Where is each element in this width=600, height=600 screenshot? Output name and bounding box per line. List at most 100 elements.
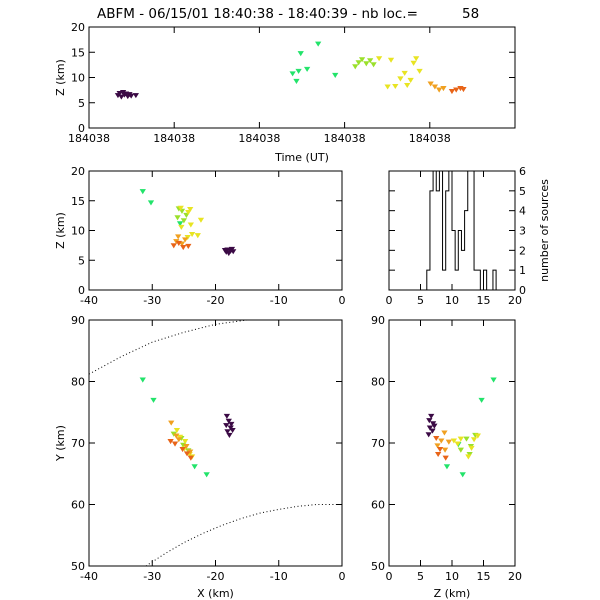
data-point	[150, 397, 157, 403]
data-point	[443, 464, 451, 470]
data-point	[407, 77, 414, 83]
data-point	[436, 447, 444, 453]
y-tick-label: 15	[71, 195, 85, 208]
data-point	[387, 57, 395, 63]
data-point	[228, 421, 235, 427]
data-point	[139, 189, 146, 195]
data-point	[401, 70, 408, 76]
data-point	[147, 200, 155, 206]
data-point	[441, 430, 448, 436]
data-point	[490, 377, 497, 383]
data-point	[457, 436, 464, 442]
y-tick-label: 4	[519, 205, 526, 218]
y-tick-label: 70	[71, 437, 85, 450]
y-tick-label: 90	[371, 314, 385, 327]
data-point	[440, 86, 447, 92]
data-point	[173, 433, 180, 439]
x-axis-label: Z (km)	[434, 587, 471, 600]
x-tick-label: 20	[508, 294, 522, 307]
data-point	[175, 234, 182, 240]
data-point	[185, 209, 192, 216]
histogram-bar	[436, 191, 439, 290]
data-point	[128, 93, 135, 99]
data-point	[429, 421, 437, 427]
histogram-bar	[455, 270, 458, 290]
x-tick-label: -10	[270, 570, 288, 583]
data-point	[355, 60, 362, 66]
data-point	[179, 447, 186, 453]
data-point	[182, 237, 189, 243]
y-tick-label: 80	[371, 376, 385, 389]
data-point	[177, 205, 184, 211]
x-tick-label: 184038	[238, 132, 280, 145]
plot-frame	[88, 26, 516, 129]
data-point	[445, 439, 452, 445]
data-point	[425, 432, 432, 438]
y-tick-label: 60	[71, 499, 85, 512]
y-tick-label: 20	[71, 21, 85, 34]
data-point	[178, 224, 185, 230]
range-arc-line	[145, 504, 342, 567]
x-tick-label: 15	[477, 294, 491, 307]
data-point	[197, 217, 205, 223]
x-tick-label: 184038	[409, 132, 451, 145]
data-point	[173, 427, 181, 434]
y-axis-label: Z (km)	[54, 59, 67, 96]
x-tick-label: 5	[417, 570, 424, 583]
data-point	[460, 87, 467, 93]
data-point	[435, 451, 442, 458]
x-tick-label: 184038	[153, 132, 195, 145]
data-point	[118, 94, 125, 100]
data-point	[175, 240, 182, 246]
x-tick-label: 0	[386, 294, 393, 307]
data-point	[375, 56, 383, 62]
data-point	[180, 245, 187, 251]
y-tick-label: 10	[71, 225, 85, 238]
data-point	[426, 418, 433, 424]
data-point	[221, 248, 229, 254]
chart-time-height: 184038 184038 184038 184038 18403805101520Ti…	[54, 21, 516, 164]
data-point	[434, 443, 441, 449]
data-point	[470, 437, 478, 443]
data-point	[168, 420, 175, 426]
data-point	[315, 41, 322, 47]
data-point	[397, 76, 404, 82]
y-tick-label: 70	[371, 437, 385, 450]
x-tick-label: 0	[386, 570, 393, 583]
y-tick-label: 5	[78, 254, 85, 267]
data-point	[466, 451, 473, 458]
data-point	[225, 251, 232, 257]
data-point	[416, 68, 423, 74]
data-point	[370, 62, 377, 68]
data-point	[188, 231, 196, 238]
y-tick-label: 90	[71, 314, 85, 327]
x-tick-label: 10	[445, 570, 459, 583]
y-tick-label: 6	[519, 165, 526, 178]
data-point	[139, 377, 146, 383]
y-axis-label: number of sources	[538, 179, 551, 282]
data-point	[226, 432, 233, 438]
data-point	[433, 435, 440, 442]
data-point	[185, 243, 192, 249]
data-point	[191, 464, 198, 470]
plot-frame	[388, 319, 516, 567]
data-point	[203, 472, 210, 478]
x-axis-label: Time (UT)	[274, 151, 329, 164]
y-tick-label: 50	[71, 560, 85, 573]
histogram-step-line	[389, 170, 515, 291]
y-tick-label: 0	[78, 122, 85, 135]
data-point	[436, 87, 443, 93]
data-point	[431, 84, 439, 90]
x-tick-label: 10	[445, 294, 459, 307]
data-point	[182, 439, 189, 445]
x-tick-label: 0	[339, 570, 346, 583]
chart-plan-view: -40 -30 -20 -10 0 50 60 70 80 90 X (km) Y (km)	[54, 314, 346, 600]
data-point	[116, 91, 123, 97]
data-point	[224, 429, 231, 435]
y-tick-label: 20	[71, 165, 85, 178]
data-point	[453, 87, 460, 93]
nb-loc-count: 58	[462, 6, 479, 22]
figure-title: ABFM - 06/15/01 18:40:38 - 18:40:39 - nb…	[97, 6, 418, 22]
data-point	[225, 418, 232, 424]
